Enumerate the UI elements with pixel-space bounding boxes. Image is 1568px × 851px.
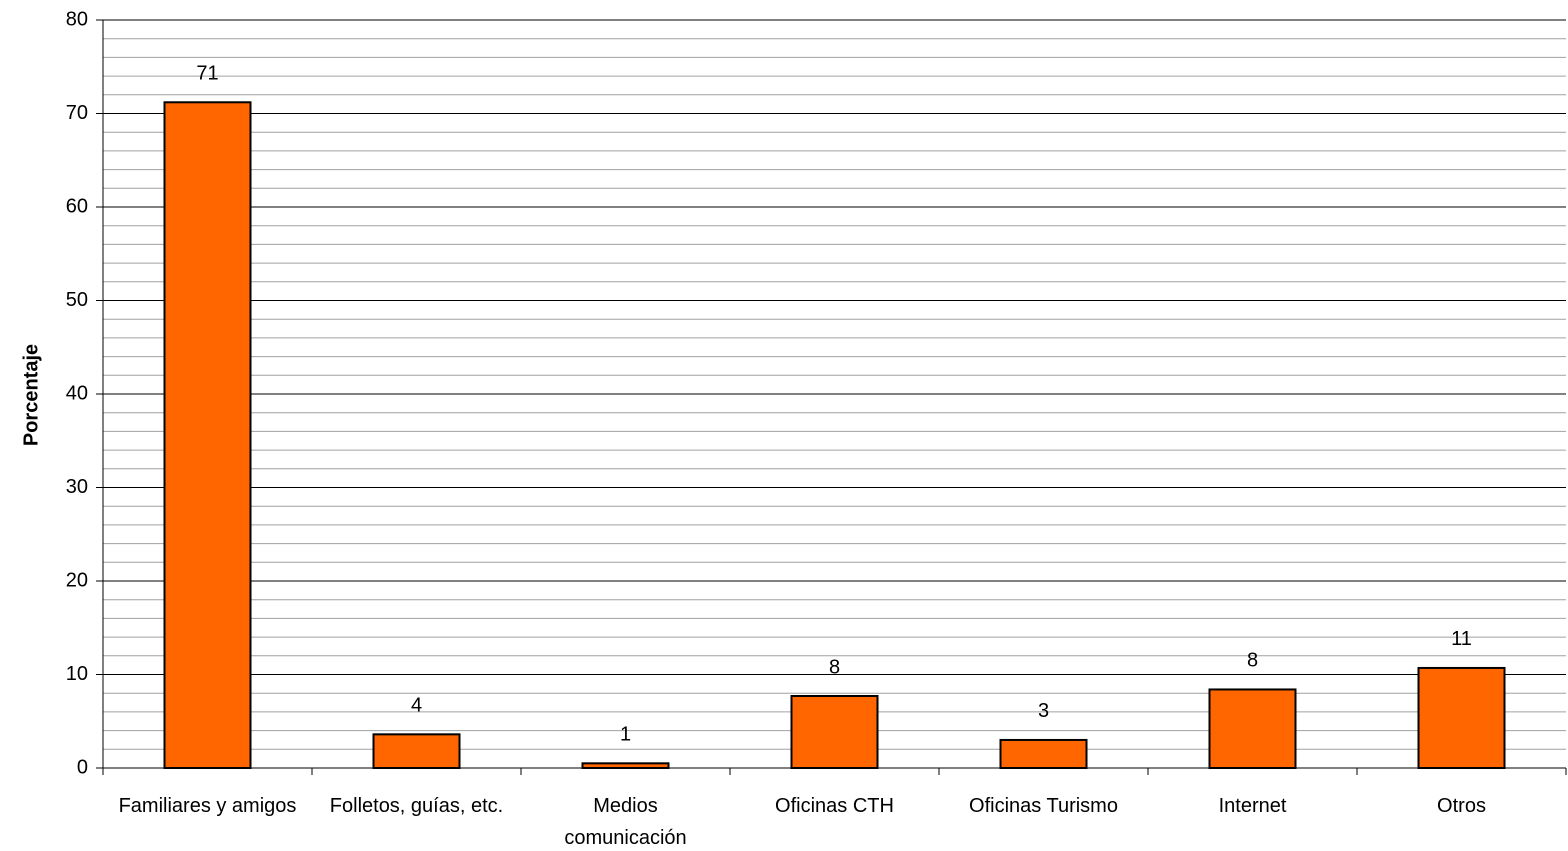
value-label: 8 (829, 656, 840, 678)
x-tick-label: Otros (1437, 795, 1486, 817)
y-tick-label: 0 (77, 756, 88, 778)
bar (790, 695, 879, 770)
value-label: 71 (196, 63, 218, 85)
y-tick-label: 50 (66, 289, 88, 311)
y-tick-label: 70 (66, 102, 88, 124)
value-label: 3 (1038, 700, 1049, 722)
bar (1208, 688, 1297, 770)
x-tick-label: Medios comunicación (564, 795, 687, 849)
x-tick-label: Internet (1218, 795, 1287, 817)
value-label: 4 (411, 695, 422, 717)
y-tick-label: 80 (66, 8, 88, 30)
y-tick-label: 10 (66, 663, 88, 685)
bar (581, 762, 670, 770)
y-tick-label: 60 (66, 195, 88, 217)
value-label: 11 (1451, 628, 1472, 650)
bar (163, 101, 252, 769)
y-tick-label: 30 (66, 476, 88, 498)
y-axis-label: Porcentaje (20, 344, 42, 446)
bar (999, 738, 1088, 770)
x-tick-label: Familiares y amigos (118, 795, 297, 817)
x-tick-label: Folletos, guías, etc. (329, 795, 504, 817)
bar (1417, 666, 1506, 770)
x-tick-label: Oficinas CTH (775, 795, 894, 817)
value-label: 1 (620, 724, 631, 746)
y-tick-label: 40 (66, 382, 88, 404)
x-tick-label: Oficinas Turismo (969, 795, 1118, 817)
bar (372, 733, 461, 770)
value-label: 8 (1247, 650, 1258, 672)
y-tick-label: 20 (66, 569, 88, 591)
